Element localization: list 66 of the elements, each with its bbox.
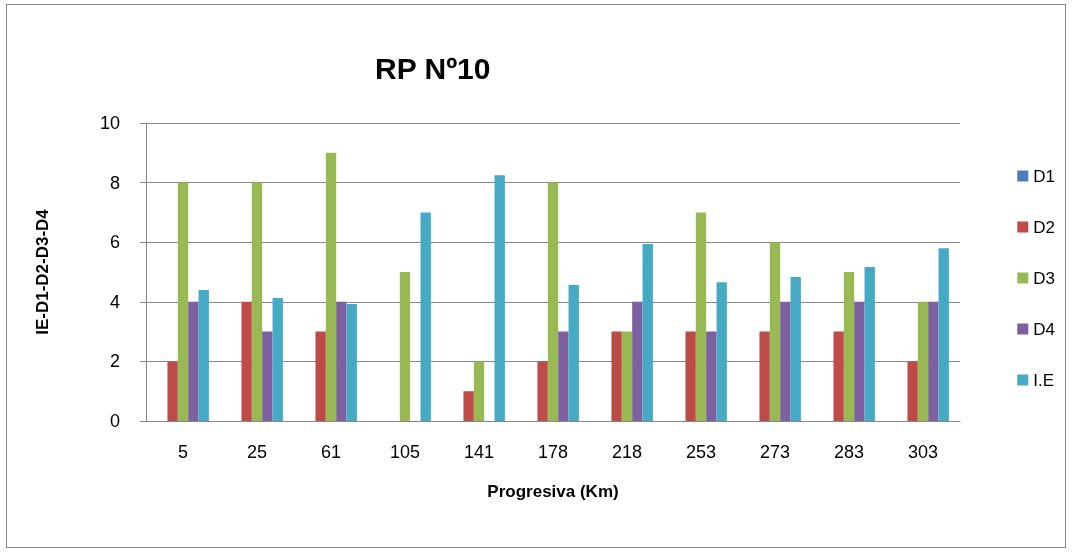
bar [716, 282, 727, 421]
x-tick-label: 105 [389, 442, 421, 462]
x-tick-label: 61 [320, 442, 342, 462]
x-tick-label: 303 [907, 442, 939, 462]
x-axis-title: Progresiva (Km) [487, 482, 619, 501]
bar [558, 331, 569, 421]
bar [262, 331, 273, 421]
bar [473, 361, 485, 421]
bar [420, 212, 431, 421]
bar [780, 301, 791, 421]
bar [399, 272, 411, 421]
bar [833, 331, 844, 421]
bar [272, 297, 283, 421]
bar [611, 331, 622, 421]
x-tick-label: 25 [246, 442, 268, 462]
y-tick-label: 2 [109, 351, 120, 372]
bar [790, 277, 801, 421]
bar [769, 242, 781, 421]
y-tick-label: 8 [109, 172, 120, 193]
bar [177, 182, 189, 421]
bar [685, 331, 696, 421]
bar [198, 289, 209, 421]
bar [642, 243, 653, 421]
bar [917, 301, 929, 421]
bar [928, 301, 939, 421]
y-tick-label: 4 [109, 291, 120, 312]
bar [759, 331, 770, 421]
y-tick-label: 10 [99, 113, 120, 133]
bar [621, 331, 633, 421]
bar [854, 301, 865, 421]
legend-label: D3 [1033, 268, 1055, 288]
bar [336, 301, 347, 421]
legend-label: I.E [1033, 370, 1055, 390]
y-tick-label: 0 [109, 411, 120, 431]
bar [938, 248, 949, 421]
y-tick-label: 6 [109, 232, 120, 253]
x-tick-label: 218 [611, 442, 643, 462]
bar [843, 272, 855, 421]
bar [695, 212, 707, 421]
x-tick-label: 253 [685, 442, 717, 462]
bar [568, 285, 579, 421]
bar [537, 361, 548, 421]
x-tick-label: 141 [463, 442, 495, 462]
bar [632, 301, 643, 421]
bar [251, 182, 263, 421]
bar [706, 331, 717, 421]
legend-label: D2 [1033, 217, 1055, 237]
legend-label: D4 [1033, 319, 1055, 339]
bar [547, 182, 559, 421]
bar [864, 266, 875, 421]
x-tick-label: 283 [833, 442, 865, 462]
x-tick-label: 273 [759, 442, 791, 462]
bar [346, 303, 357, 421]
bar [241, 301, 252, 421]
bar [325, 152, 337, 421]
x-tick-label: 178 [537, 442, 569, 462]
bar [494, 175, 505, 421]
bar [907, 361, 918, 421]
bar [188, 301, 199, 421]
chart-title: RP Nº10 [375, 51, 491, 85]
bar [315, 331, 326, 421]
y-axis-title: IE-D1-D2-D3-D4 [33, 208, 52, 335]
x-tick-label: 5 [177, 442, 189, 462]
bar [167, 361, 178, 421]
legend-label: D1 [1033, 166, 1055, 186]
bar [463, 391, 474, 421]
